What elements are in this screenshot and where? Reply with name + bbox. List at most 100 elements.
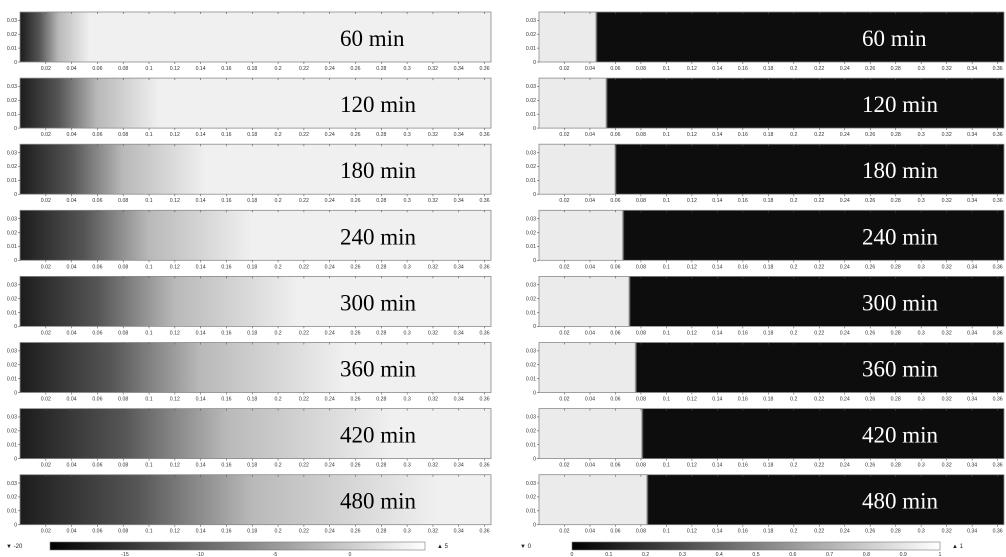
x-tick-label: 0.16 xyxy=(221,463,231,469)
y-tick-label: 0.03 xyxy=(7,84,17,90)
frame-border xyxy=(19,408,492,460)
x-tick-label: 0.2 xyxy=(274,264,281,270)
x-tick-label: 0.36 xyxy=(993,397,1003,403)
colorbar-tick-label: 0.5 xyxy=(752,552,759,557)
x-tick-label: 0.28 xyxy=(891,198,901,204)
x-tick-label: 0.04 xyxy=(67,132,77,138)
x-tick-label: 0.3 xyxy=(918,330,925,336)
x-tick-label: 0.34 xyxy=(454,397,464,403)
x-tick-label: 0.14 xyxy=(196,264,206,270)
x-tick-label: 0.14 xyxy=(712,330,722,336)
frame-7: 0 0.01 0.02 0.03 0.02 0.04 0.06 0.08 0.1 0.12 0.14… xyxy=(7,408,492,469)
x-tick-label: 0.28 xyxy=(376,132,386,138)
y-tick-label: 0.02 xyxy=(526,429,536,435)
x-tick-label: 0.22 xyxy=(814,132,824,138)
x-tick-label: 0.26 xyxy=(350,397,360,403)
x-tick-label: 0.06 xyxy=(92,529,102,535)
y-tick-label: 0.03 xyxy=(526,216,536,222)
x-tick-label: 0.18 xyxy=(763,330,773,336)
x-tick-label: 0.02 xyxy=(559,66,569,72)
x-tick-label: 0.3 xyxy=(918,198,925,204)
x-tick-label: 0.1 xyxy=(663,198,670,204)
y-tick-label: 0.03 xyxy=(526,84,536,90)
y-tick-label: 0 xyxy=(533,523,536,529)
x-tick-label: 0.28 xyxy=(891,397,901,403)
colorbar-gradient xyxy=(571,541,941,551)
x-tick-label: 0.22 xyxy=(814,397,824,403)
x-tick-label: 0.06 xyxy=(610,132,620,138)
x-tick-label: 0.18 xyxy=(763,198,773,204)
x-tick-label: 0.1 xyxy=(663,132,670,138)
y-tick-label: 0.03 xyxy=(526,283,536,289)
x-tick-label: 0.32 xyxy=(428,198,438,204)
x-tick-label: 0.3 xyxy=(404,198,411,204)
x-tick-label: 0.06 xyxy=(92,66,102,72)
x-tick-label: 0.18 xyxy=(247,330,257,336)
x-tick-label: 0.2 xyxy=(274,529,281,535)
x-tick-label: 0.04 xyxy=(585,66,595,72)
y-tick-label: 0.03 xyxy=(7,415,17,421)
x-tick-label: 0.26 xyxy=(865,66,875,72)
frame-border xyxy=(19,275,492,327)
x-tick-label: 0.26 xyxy=(865,198,875,204)
frame-border xyxy=(538,77,1005,129)
y-tick-label: 0.02 xyxy=(7,98,17,104)
frame-border xyxy=(19,143,492,195)
x-tick-label: 0.06 xyxy=(610,529,620,535)
time-label: 60 min xyxy=(862,26,927,51)
chart-layer: 00.010.020.030.02 0.04 0.06 0.08 0.1 0.12 0.14… xyxy=(6,11,1005,557)
x-tick-label: 0.12 xyxy=(687,397,697,403)
x-tick-label: 0.26 xyxy=(350,198,360,204)
frame-1: 0 0.01 0.02 0.03 0.02 0.04 0.06 0.08 0.1 0.12 0.14… xyxy=(7,11,492,72)
x-tick-label: 0.18 xyxy=(247,397,257,403)
x-tick-label: 0.04 xyxy=(67,264,77,270)
x-tick-label: 0.28 xyxy=(376,529,386,535)
x-tick-label: 0.12 xyxy=(687,264,697,270)
x-tick-label: 0.26 xyxy=(865,132,875,138)
frame-7: 0 0.01 0.02 0.03 0.02 0.04 0.06 0.08 0.1 0.12 0.14… xyxy=(526,408,1005,469)
x-tick-label: 0.28 xyxy=(891,66,901,72)
x-tick-label: 0.12 xyxy=(170,264,180,270)
colorbar-tick-label: 0.4 xyxy=(716,552,723,557)
x-tick-label: 0.2 xyxy=(790,198,797,204)
x-tick-label: 0.36 xyxy=(479,264,489,270)
x-tick-label: 0.32 xyxy=(428,330,438,336)
x-tick-label: 0.02 xyxy=(559,330,569,336)
x-tick-label: 0.14 xyxy=(712,132,722,138)
frame-border xyxy=(538,11,1005,63)
frame-field xyxy=(539,276,1004,327)
x-tick-label: 0.02 xyxy=(41,198,51,204)
frame-field xyxy=(20,210,491,261)
y-tick-label: 0.01 xyxy=(526,509,536,515)
y-tick-label: 0.01 xyxy=(526,46,536,52)
x-tick-label: 0.04 xyxy=(67,529,77,535)
time-label: 120 min xyxy=(862,92,939,117)
x-tick-label: 0.36 xyxy=(479,463,489,469)
x-tick-label: 0.28 xyxy=(891,529,901,535)
y-tick-label: 0.02 xyxy=(526,164,536,170)
x-tick-label: 0.14 xyxy=(712,529,722,535)
x-tick-label: 0.04 xyxy=(585,132,595,138)
y-tick-label: 0.02 xyxy=(526,363,536,369)
y-tick-label: 0.01 xyxy=(7,46,17,52)
y-tick-label: 0.03 xyxy=(7,349,17,355)
x-tick-label: 0.22 xyxy=(299,330,309,336)
x-tick-label: 0.28 xyxy=(376,330,386,336)
y-tick-label: 0.02 xyxy=(7,429,17,435)
x-tick-label: 0.06 xyxy=(92,264,102,270)
x-tick-label: 0.18 xyxy=(247,66,257,72)
x-tick-label: 0.3 xyxy=(404,529,411,535)
y-tick-label: 0 xyxy=(533,390,536,396)
time-label: 420 min xyxy=(340,423,417,448)
x-tick-label: 0.06 xyxy=(92,132,102,138)
x-tick-label: 0.28 xyxy=(891,132,901,138)
x-tick-label: 0.32 xyxy=(428,132,438,138)
frame-field xyxy=(539,408,1004,459)
frame-field xyxy=(539,474,1004,525)
x-tick-label: 0.34 xyxy=(454,264,464,270)
x-tick-label: 0.04 xyxy=(585,264,595,270)
x-tick-label: 0.22 xyxy=(814,529,824,535)
x-tick-label: 0.36 xyxy=(479,529,489,535)
x-tick-label: 0.32 xyxy=(428,529,438,535)
frame-field xyxy=(539,342,1004,393)
